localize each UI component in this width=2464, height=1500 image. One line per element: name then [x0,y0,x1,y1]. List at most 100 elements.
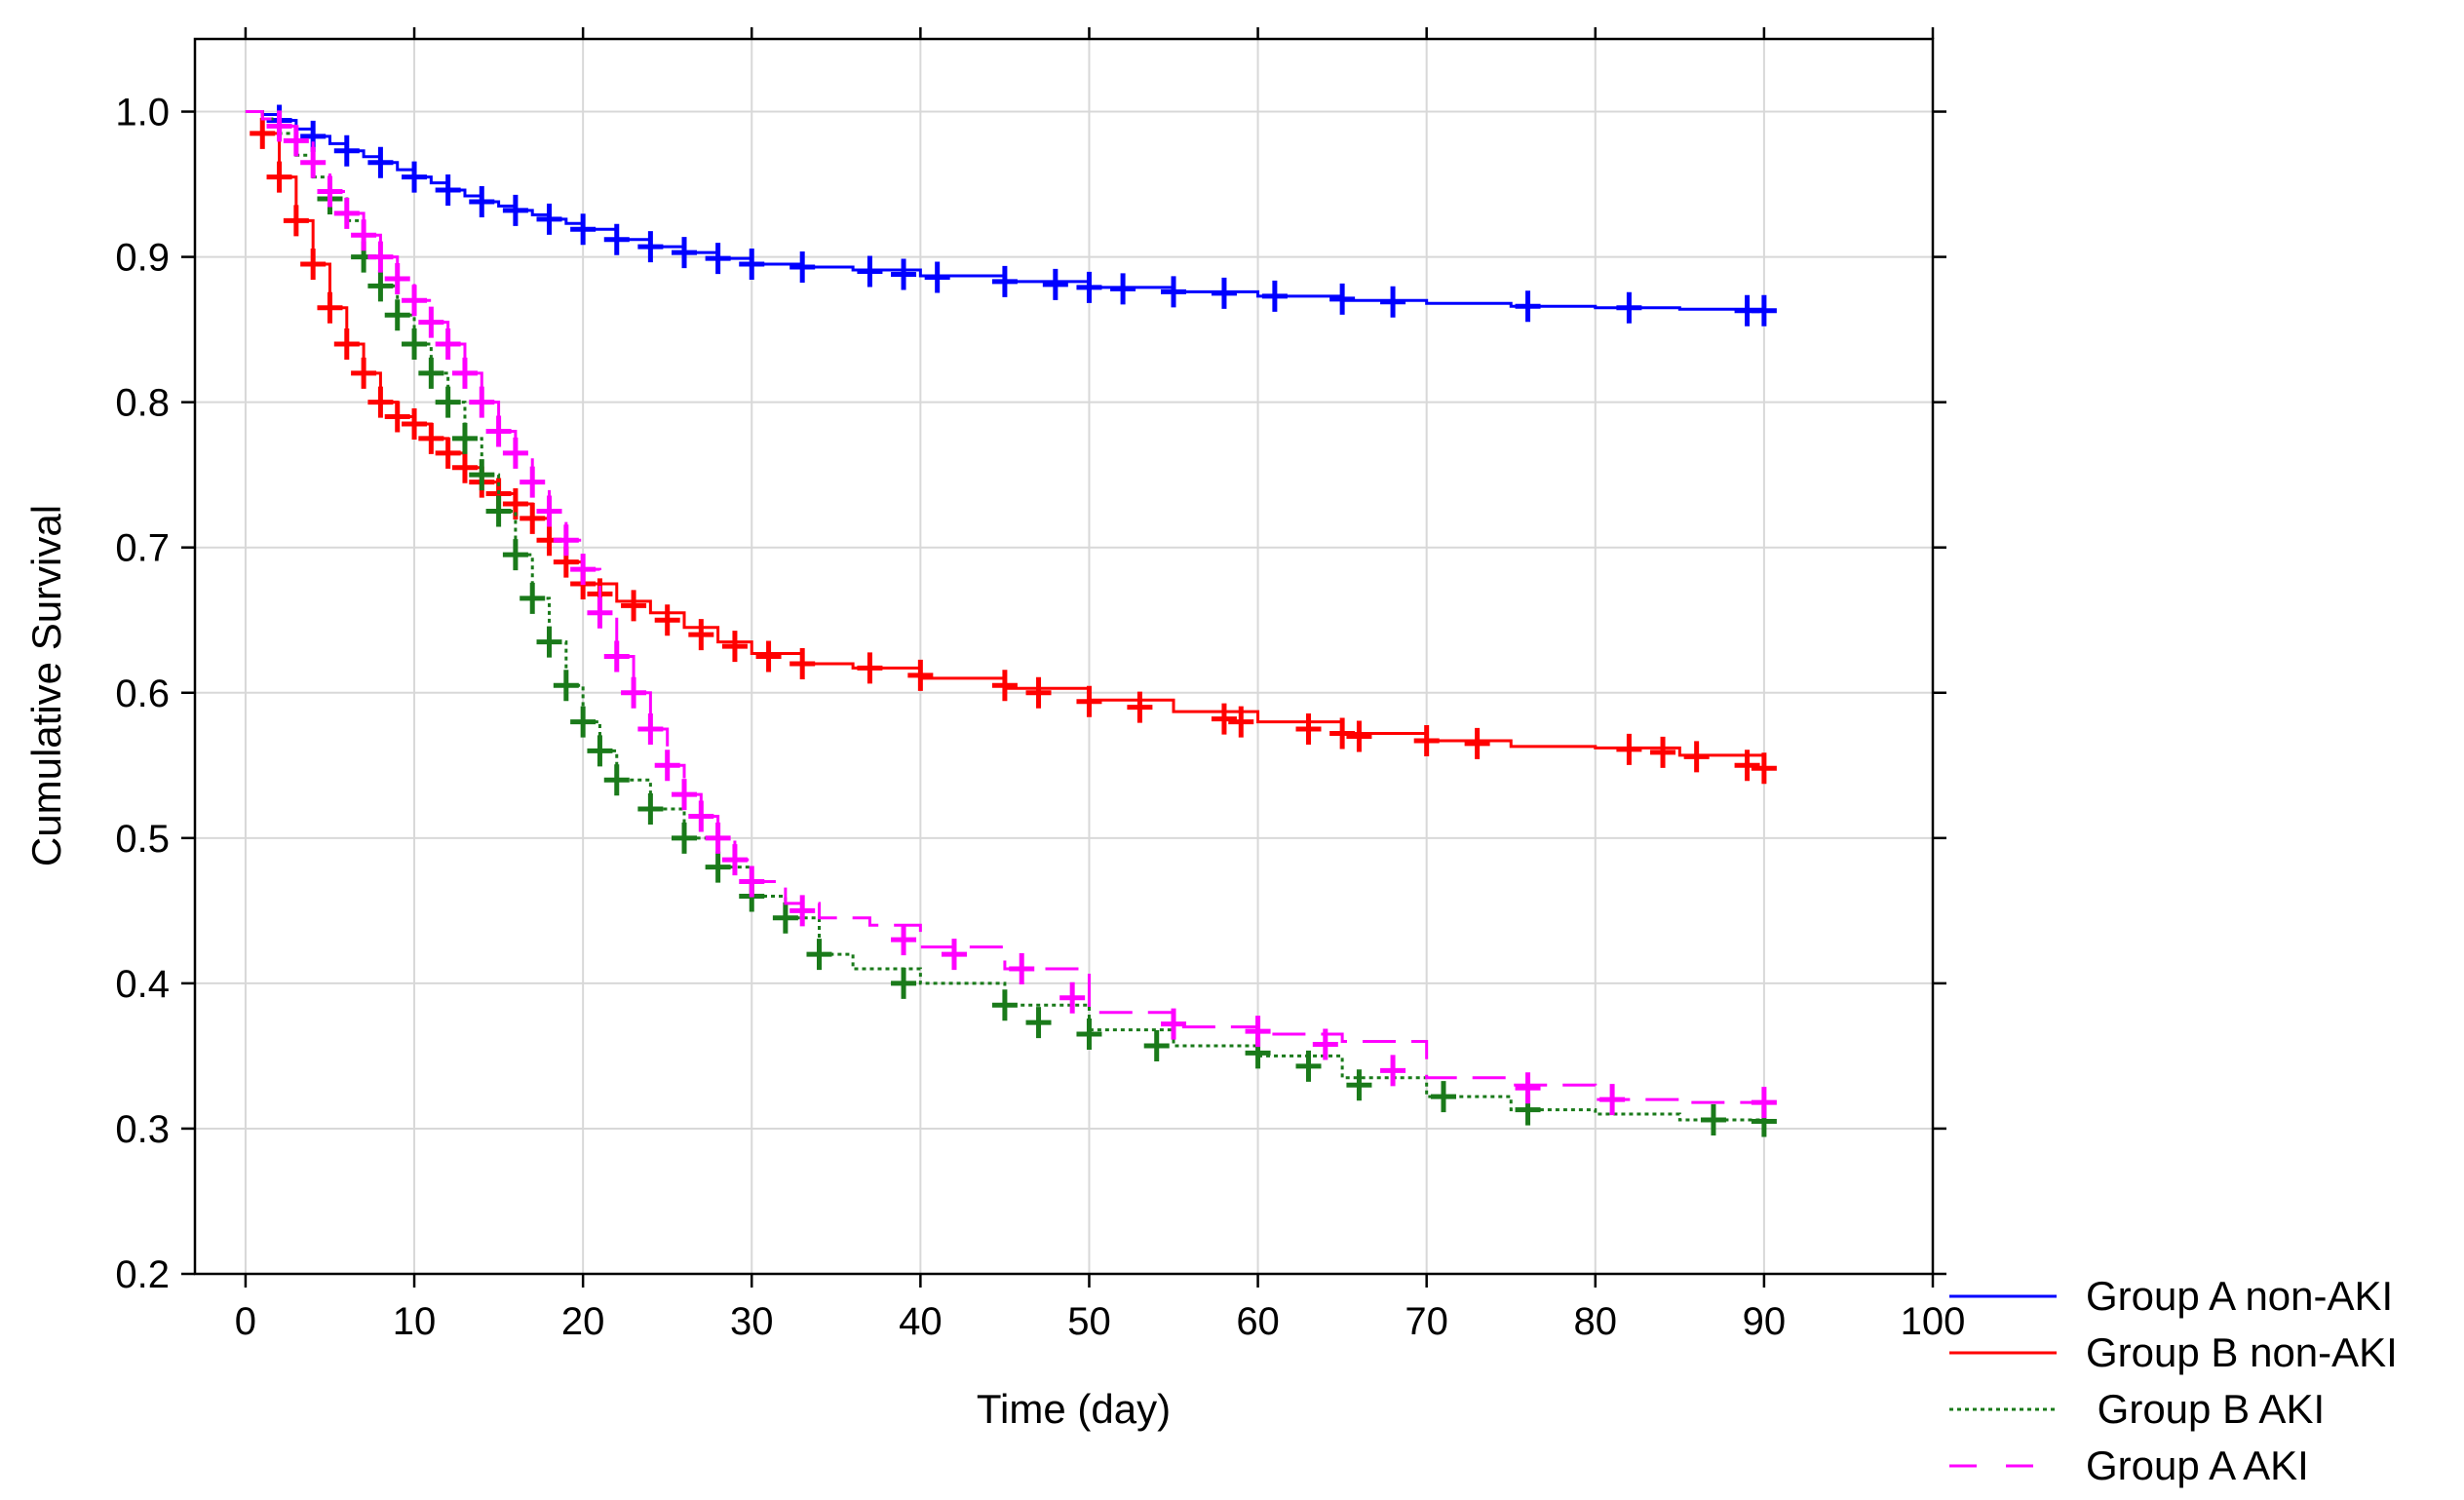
censor-mark [317,175,343,208]
x-tick-label: 70 [1405,1300,1448,1343]
censor-mark [418,422,444,454]
censor-mark [1228,706,1254,738]
censor-mark [435,174,461,207]
censor-mark [705,851,731,883]
censor-mark [451,451,478,483]
censor-mark [1751,752,1777,785]
censor-mark [1464,727,1490,759]
censor-mark [520,502,546,534]
censor-mark [402,408,428,441]
censor-mark [1076,271,1102,303]
censor-mark [1380,286,1406,318]
censor-mark [1616,733,1642,765]
censor-mark [553,670,579,702]
censor-mark [367,146,394,178]
censor-mark [384,299,410,331]
y-tick-label: 0.8 [115,382,170,425]
censor-mark [1025,1007,1052,1039]
censor-mark [1329,283,1356,315]
y-tick-label: 0.7 [115,527,170,570]
y-axis-title: Cumulative Survival [23,505,69,866]
censor-mark [1413,724,1440,756]
censor-mark [435,386,461,418]
x-tick-label: 20 [561,1300,605,1343]
legend: Group A non-AKI Group B non-AKI Group B A… [1949,1273,2398,1488]
censor-mark [1295,1050,1322,1082]
censor-mark [1599,1084,1626,1116]
censor-mark [1161,1008,1187,1040]
censor-mark [672,237,698,269]
censor-mark [672,779,698,811]
censor-mark [621,676,647,709]
censor-mark [789,251,816,284]
censor-mark [502,437,528,469]
censor-mark [755,640,782,673]
censor-mark [587,735,613,767]
censor-mark [621,590,647,622]
censor-mark [1683,741,1710,773]
y-tick-label: 0.9 [115,237,170,280]
censor-mark [451,422,478,454]
y-tick-label: 0.5 [115,818,170,861]
censor-mark [1650,736,1676,768]
censor-mark [637,793,664,826]
censor-mark [1245,1016,1271,1048]
censor-mark [907,659,934,691]
censor-mark [1734,750,1760,782]
censor-mark [688,800,714,832]
censor-mark [789,647,816,679]
censor-mark [857,255,883,288]
censor-mark [1346,720,1372,752]
censor-mark [1042,268,1068,300]
censor-mark [1616,291,1642,324]
censor-mark [1161,276,1187,308]
censor-mark [502,539,528,571]
x-tick-label: 10 [393,1300,437,1343]
censor-mark [266,110,292,142]
x-axis-title: Time (day) [977,1386,1171,1432]
x-tick-label: 100 [1901,1300,1966,1343]
censor-mark [587,596,613,629]
censor-mark [418,306,444,338]
censor-mark [637,231,664,263]
y-tick-label: 0.6 [115,673,170,715]
censor-mark [721,631,748,663]
plot-frame [193,37,1935,1276]
censor-mark [772,902,798,934]
y-tick-label: 1.0 [115,92,170,135]
series-group-a-aki [245,110,1777,1119]
censor-mark [367,241,394,273]
censor-mark [520,582,546,614]
censor-mark [570,706,597,738]
censor-mark [367,270,394,302]
censor-mark [1380,1055,1406,1087]
censor-mark [384,262,410,294]
censor-mark [402,285,428,317]
censor-mark [536,203,562,235]
censor-mark [451,357,478,389]
axis-ticks: 0 10 20 30 40 50 60 70 80 90 100 0.2 0.3 0.4 0.5 0.6 0.7… [115,27,1965,1343]
censor-mark [603,640,630,673]
censor-mark [1751,294,1777,327]
censor-mark [1751,1087,1777,1119]
censor-mark [1312,1028,1338,1060]
x-tick-label: 90 [1743,1300,1787,1343]
censor-mark [570,554,597,586]
censor-mark [991,989,1018,1021]
series-group-b-aki [245,110,1777,1137]
censor-mark [1700,1104,1726,1135]
censor-mark [536,495,562,527]
censor-mark [1110,273,1136,305]
censor-mark [721,844,748,876]
censor-mark [250,117,276,149]
censor-mark [435,437,461,469]
legend-label: Group B AKI [2086,1386,2325,1432]
censor-mark [384,401,410,433]
series-line-group-b-aki [245,110,1766,1122]
censor-mark [520,466,546,498]
censor-mark [891,967,917,999]
legend-label: Group A non-AKI [2086,1273,2393,1319]
censor-mark [402,161,428,193]
x-tick-label: 80 [1574,1300,1618,1343]
censor-mark [688,619,714,651]
